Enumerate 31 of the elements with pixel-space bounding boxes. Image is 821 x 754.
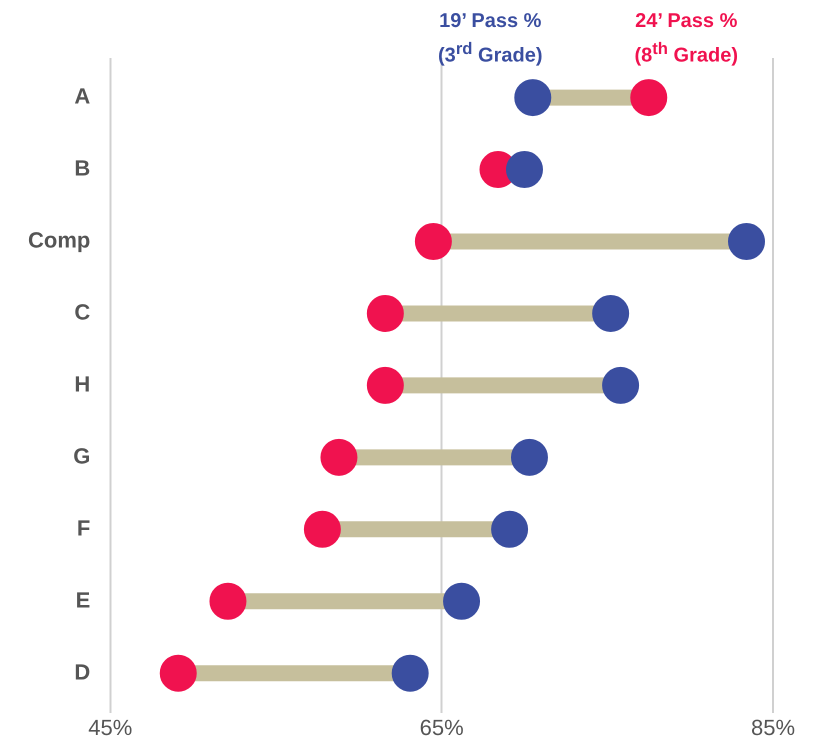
y-tick-label: C bbox=[74, 300, 90, 325]
point bbox=[510, 438, 548, 476]
series-label: 19’ Pass % (3$^{rd}$ Grade) bbox=[437, 9, 544, 69]
point bbox=[592, 294, 630, 332]
point bbox=[491, 510, 528, 548]
x-tick-label: 45% bbox=[88, 715, 132, 740]
y-tick-label: B bbox=[74, 156, 90, 181]
point bbox=[304, 510, 341, 548]
point bbox=[728, 222, 765, 260]
y-tick-label: F bbox=[76, 515, 90, 540]
point bbox=[506, 151, 543, 188]
point bbox=[320, 438, 358, 476]
y-tick-label: G bbox=[73, 443, 90, 468]
point bbox=[392, 654, 429, 692]
y-tick-label: H bbox=[74, 371, 90, 396]
point bbox=[366, 366, 404, 404]
x-tick-label: 85% bbox=[750, 715, 796, 740]
y-tick-label: E bbox=[76, 587, 90, 612]
point bbox=[602, 366, 640, 404]
point bbox=[443, 582, 480, 620]
point bbox=[630, 79, 668, 116]
y-tick-label: Comp bbox=[28, 228, 90, 253]
x-tick-label: 65% bbox=[420, 715, 464, 740]
point bbox=[514, 79, 552, 116]
y-tick-label: D bbox=[74, 659, 90, 684]
point bbox=[366, 294, 404, 332]
series-label: 24’ Pass % (8$^{th}$ Grade) bbox=[633, 9, 740, 69]
point bbox=[414, 222, 452, 260]
point bbox=[160, 654, 197, 692]
y-tick-label: A bbox=[74, 84, 90, 109]
point bbox=[209, 582, 246, 620]
